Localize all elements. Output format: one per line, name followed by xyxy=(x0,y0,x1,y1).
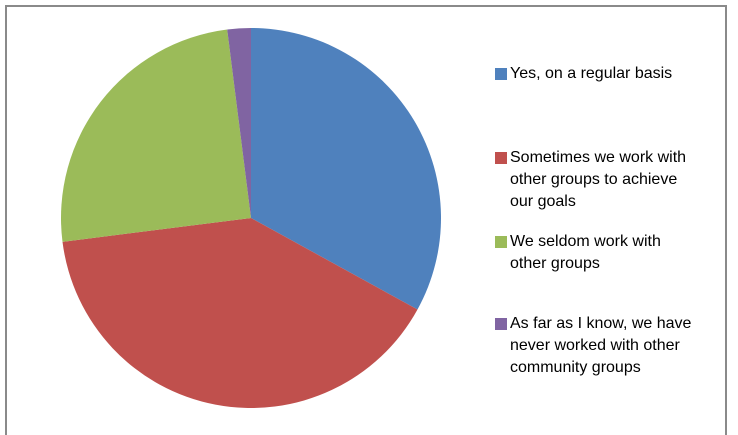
legend-line: our goals xyxy=(510,193,576,210)
legend-line: other groups to achieve xyxy=(510,171,678,188)
chart-frame: Yes, on a regular basis Sometimes we wor… xyxy=(5,5,727,435)
pie-slice-3 xyxy=(227,28,251,218)
pie-slice-2 xyxy=(61,29,252,242)
legend-item-seldom: We seldom work with other groups xyxy=(495,231,661,275)
legend-line: community groups xyxy=(510,359,641,376)
pie-slice-1 xyxy=(62,218,418,408)
legend-swatch xyxy=(495,236,507,248)
legend-line: As far as I know, we have xyxy=(510,315,692,332)
pie-slice-0 xyxy=(251,28,441,310)
legend-label: Yes, on a regular basis xyxy=(510,63,672,85)
legend-item-sometimes: Sometimes we work with other groups to a… xyxy=(495,147,686,213)
legend-swatch xyxy=(495,318,507,330)
legend-label: As far as I know, we have never worked w… xyxy=(510,313,691,379)
legend-line: Yes, on a regular basis xyxy=(510,65,673,82)
legend-line: We seldom work with xyxy=(510,233,661,250)
legend-item-regular: Yes, on a regular basis xyxy=(495,63,672,85)
legend-label: We seldom work with other groups xyxy=(510,231,661,275)
legend-swatch xyxy=(495,152,507,164)
legend-line: other groups xyxy=(510,255,600,272)
legend-label: Sometimes we work with other groups to a… xyxy=(510,147,686,213)
pie-chart xyxy=(61,28,441,408)
legend-line: never worked with other xyxy=(510,337,680,354)
legend-item-never: As far as I know, we have never worked w… xyxy=(495,313,691,379)
legend-line: Sometimes we work with xyxy=(510,149,687,166)
legend-swatch xyxy=(495,68,507,80)
